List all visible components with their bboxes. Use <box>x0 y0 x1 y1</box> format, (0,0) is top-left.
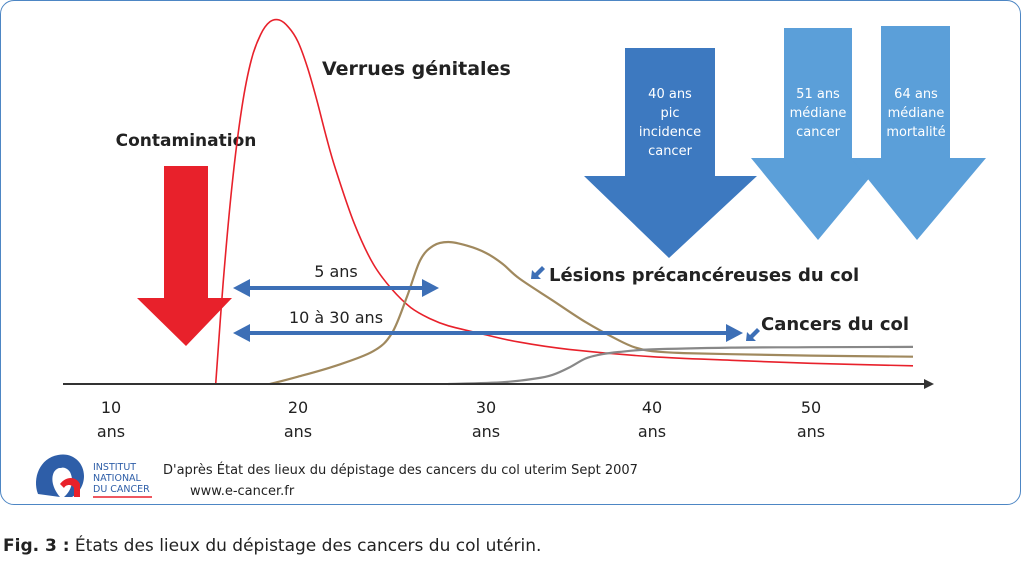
precancerous-annotation: Lésions précancéreuses du col <box>531 265 859 286</box>
source-text: D'après État des lieux du dépistage des … <box>163 462 638 478</box>
svg-text:64 ans: 64 ans <box>894 87 938 102</box>
median-mortality-arrow <box>851 26 986 240</box>
median-cancer-label: 51 ans médiane cancer <box>790 87 847 140</box>
svg-text:Lésions précancéreuses du col: Lésions précancéreuses du col <box>549 265 859 286</box>
svg-text:cancer: cancer <box>796 125 840 140</box>
caption-text: États des lieux du dépistage des cancers… <box>69 536 542 556</box>
svg-text:mortalité: mortalité <box>886 125 945 140</box>
svg-text:NATIONAL: NATIONAL <box>93 473 142 484</box>
svg-text:DU CANCER: DU CANCER <box>93 484 150 495</box>
figure-caption: Fig. 3 : États des lieux du dépistage de… <box>3 536 541 556</box>
contamination-label: Contamination <box>116 131 257 151</box>
peak-incidence-label: 40 ans pic incidence cancer <box>639 87 701 159</box>
institut-national-du-cancer-logo: INSTITUT NATIONAL DU CANCER <box>36 454 152 498</box>
pointer-icon <box>746 328 760 341</box>
pointer-icon <box>531 266 545 279</box>
median-cancer-arrow <box>751 28 886 240</box>
svg-text:5 ans: 5 ans <box>314 262 358 281</box>
svg-text:Cancers du col: Cancers du col <box>761 314 909 335</box>
figure-frame <box>0 0 1021 505</box>
chart: Contamination 40 ans pic incidence cance… <box>36 18 986 499</box>
interval-10-30-years: 10 à 30 ans <box>233 308 743 342</box>
x-tick-30-unit: ans <box>472 422 500 441</box>
x-tick-40-unit: ans <box>638 422 666 441</box>
svg-text:incidence: incidence <box>639 125 701 140</box>
genital-warts-curve <box>214 18 914 385</box>
precancerous-lesions-curve <box>269 240 914 386</box>
x-tick-50-unit: ans <box>797 422 825 441</box>
interval-5-years: 5 ans <box>233 262 439 297</box>
svg-text:INSTITUT: INSTITUT <box>93 462 136 473</box>
svg-text:cancer: cancer <box>648 144 692 159</box>
x-tick-20: 20 <box>288 398 308 417</box>
svg-text:pic: pic <box>660 106 679 121</box>
x-tick-10: 10 <box>101 398 121 417</box>
peak-incidence-arrow <box>584 48 757 258</box>
median-mortality-label: 64 ans médiane mortalité <box>886 87 945 140</box>
svg-text:médiane: médiane <box>790 106 847 121</box>
cancer-annotation: Cancers du col <box>746 314 909 341</box>
svg-text:40 ans: 40 ans <box>648 87 692 102</box>
x-tick-40: 40 <box>642 398 662 417</box>
svg-text:51 ans: 51 ans <box>796 87 840 102</box>
caption-label: Fig. 3 : <box>3 536 70 556</box>
cervical-cancer-curve <box>448 345 914 386</box>
genital-warts-annotation: Verrues génitales <box>322 58 511 80</box>
x-tick-30: 30 <box>476 398 496 417</box>
svg-text:médiane: médiane <box>888 106 945 121</box>
x-tick-20-unit: ans <box>284 422 312 441</box>
x-tick-50: 50 <box>801 398 821 417</box>
x-tick-10-unit: ans <box>97 422 125 441</box>
contamination-arrow <box>137 166 232 346</box>
source-url: www.e-cancer.fr <box>190 484 295 499</box>
x-tick-labels: 10 ans 20 ans 30 ans 40 ans 50 ans <box>97 398 825 441</box>
svg-text:10 à 30 ans: 10 à 30 ans <box>289 308 383 327</box>
x-axis-arrowhead <box>924 379 934 389</box>
